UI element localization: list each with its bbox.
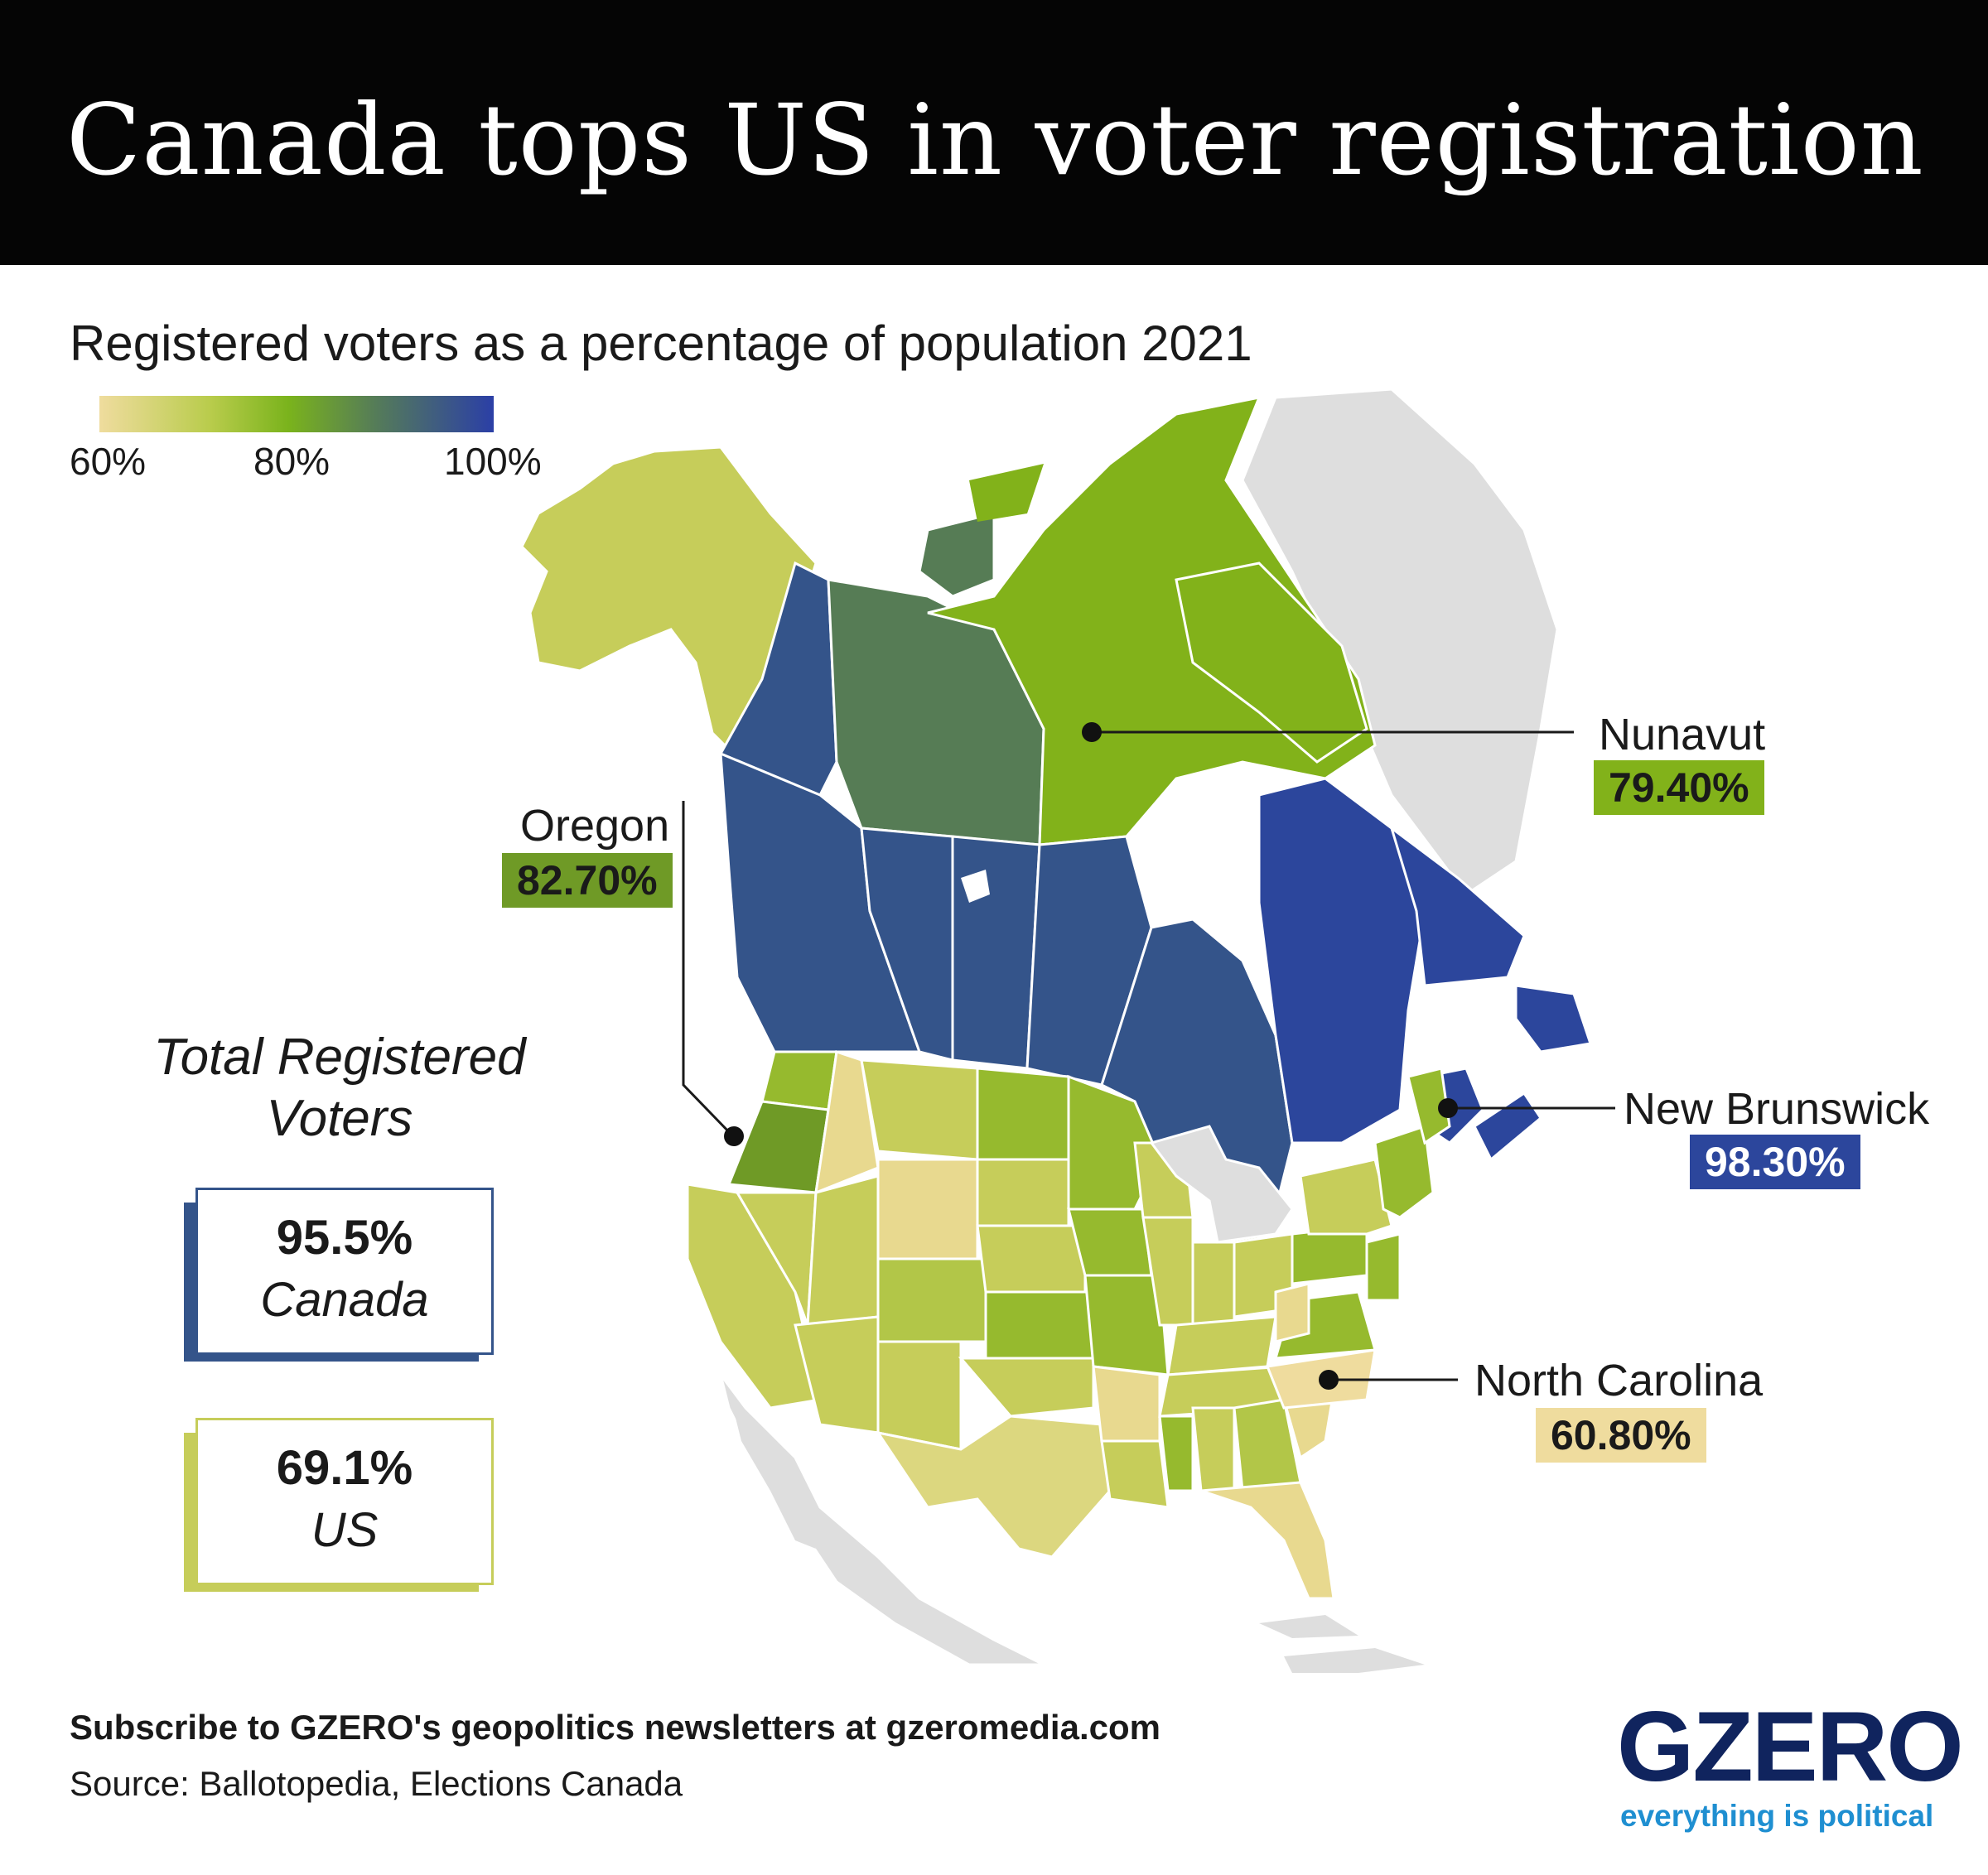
oklahoma bbox=[958, 1357, 1095, 1418]
source-text: Source: Ballotopedia, Elections Canada bbox=[70, 1764, 683, 1803]
us-total-label: US bbox=[311, 1503, 379, 1557]
kentucky bbox=[1166, 1315, 1277, 1376]
newfoundland bbox=[1514, 984, 1592, 1053]
north-america-map bbox=[520, 388, 1615, 1673]
canada-total-box: 95.5% Canada bbox=[195, 1188, 494, 1355]
new-brunswick-marker bbox=[1438, 1098, 1458, 1118]
baffin-island bbox=[1175, 562, 1368, 764]
idaho bbox=[814, 1050, 880, 1195]
us-total-value: 69.1% bbox=[276, 1441, 413, 1495]
washington bbox=[760, 1050, 838, 1111]
utah bbox=[806, 1174, 880, 1327]
maine bbox=[1407, 1067, 1451, 1145]
arizona bbox=[794, 1315, 880, 1434]
baja-california bbox=[729, 1391, 816, 1549]
north-dakota bbox=[976, 1067, 1070, 1161]
oregon-marker bbox=[724, 1126, 744, 1146]
callout-new-brunswick-label: New Brunswick bbox=[1624, 1084, 1930, 1134]
callout-new-brunswick-value: 98.30% bbox=[1690, 1135, 1860, 1189]
florida bbox=[1200, 1481, 1335, 1600]
gzero-tagline: everything is political bbox=[1620, 1799, 1934, 1833]
kansas bbox=[984, 1290, 1095, 1360]
canada-total-value: 95.5% bbox=[276, 1211, 413, 1265]
new-jersey-delaware-maryland bbox=[1365, 1232, 1402, 1302]
nunavut-marker bbox=[1082, 722, 1102, 742]
texas bbox=[875, 1415, 1112, 1559]
arkansas bbox=[1092, 1365, 1161, 1443]
montana bbox=[860, 1058, 979, 1161]
canada-total-label: Canada bbox=[260, 1273, 429, 1327]
callout-oregon-label: Oregon bbox=[520, 801, 670, 851]
callout-oregon-value: 82.70% bbox=[502, 853, 673, 908]
quebec bbox=[1257, 777, 1426, 1145]
legend-tick-100: 100% bbox=[444, 440, 542, 483]
oregon-leader-line bbox=[682, 801, 735, 1138]
oregon bbox=[726, 1100, 830, 1194]
indiana bbox=[1191, 1241, 1236, 1327]
page-title: Canada tops US in voter registration bbox=[66, 83, 1924, 197]
gzero-logo: GZERO bbox=[1617, 1691, 1964, 1802]
mississippi bbox=[1158, 1415, 1194, 1492]
south-dakota bbox=[976, 1158, 1070, 1227]
florida-adjacent-cuba bbox=[1259, 1615, 1358, 1638]
arctic-island-teal bbox=[918, 512, 996, 598]
nova-scotia bbox=[1473, 1091, 1542, 1162]
nunavut-island bbox=[969, 464, 1044, 522]
colorado bbox=[876, 1257, 987, 1343]
legend-tick-60: 60% bbox=[70, 440, 147, 483]
callout-north-carolina-value: 60.80% bbox=[1536, 1408, 1706, 1463]
louisiana bbox=[1100, 1439, 1170, 1509]
new-mexico bbox=[876, 1340, 963, 1451]
lake-winnipeg bbox=[961, 870, 990, 903]
us-total-box: 69.1% US bbox=[195, 1418, 494, 1585]
wyoming bbox=[876, 1158, 979, 1260]
great-lakes bbox=[1149, 1125, 1294, 1244]
greenland bbox=[1241, 388, 1559, 897]
hudson-bay bbox=[1127, 762, 1276, 994]
callout-nunavut-value: 79.40% bbox=[1594, 760, 1764, 815]
saskatchewan bbox=[951, 835, 1041, 1070]
caribbean-islands bbox=[1284, 1648, 1425, 1673]
chart-subtitle: Registered voters as a percentage of pop… bbox=[70, 316, 1252, 371]
legend-tick-80: 80% bbox=[253, 440, 331, 483]
new-york bbox=[1299, 1158, 1393, 1236]
nebraska bbox=[976, 1224, 1087, 1294]
totals-heading: Total Registered Voters bbox=[153, 1029, 526, 1147]
alabama bbox=[1191, 1406, 1236, 1492]
new-england bbox=[1373, 1124, 1435, 1219]
callout-nunavut-label: Nunavut bbox=[1599, 710, 1766, 759]
north-carolina-marker bbox=[1319, 1370, 1339, 1390]
labrador bbox=[1389, 825, 1526, 987]
west-virginia bbox=[1274, 1282, 1310, 1343]
callout-north-carolina-label: North Carolina bbox=[1474, 1356, 1764, 1405]
color-scale-legend bbox=[99, 396, 494, 432]
subscribe-text: Subscribe to GZERO's geopolitics newslet… bbox=[70, 1708, 1160, 1747]
alberta bbox=[860, 827, 954, 1062]
header-banner bbox=[0, 0, 1988, 265]
